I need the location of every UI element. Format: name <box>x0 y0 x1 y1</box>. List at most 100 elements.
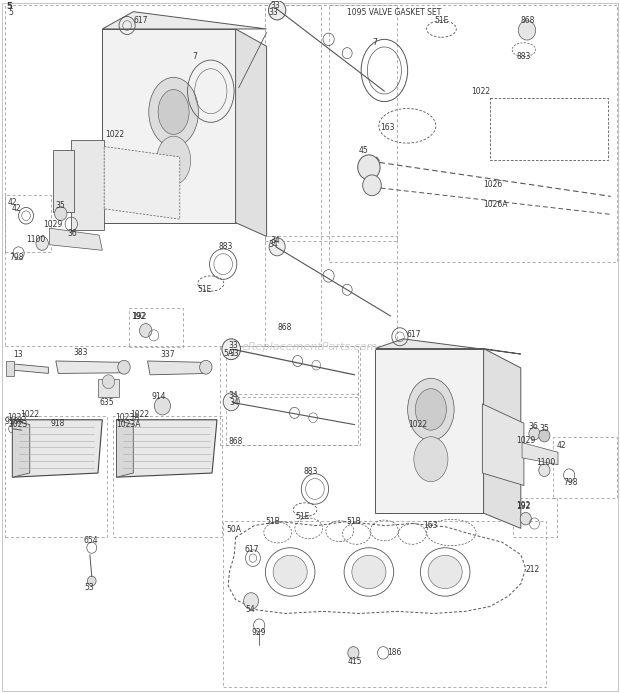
Polygon shape <box>117 420 133 477</box>
Text: 34: 34 <box>229 398 239 407</box>
Text: 51B: 51B <box>346 517 361 526</box>
Text: 212: 212 <box>526 565 540 574</box>
Bar <box>329 5 617 262</box>
Text: 798: 798 <box>9 253 24 262</box>
Text: 34: 34 <box>270 236 280 245</box>
Ellipse shape <box>415 389 446 430</box>
Text: 36: 36 <box>528 422 538 431</box>
Text: 918: 918 <box>51 419 65 428</box>
Text: 1100: 1100 <box>536 458 556 467</box>
Bar <box>129 308 183 347</box>
Ellipse shape <box>149 78 198 146</box>
Text: 654: 654 <box>84 536 99 545</box>
Text: 192: 192 <box>516 502 531 511</box>
Circle shape <box>222 339 241 360</box>
Text: 914: 914 <box>152 392 166 401</box>
Polygon shape <box>53 150 74 212</box>
Text: 337: 337 <box>160 349 175 358</box>
Circle shape <box>268 1 286 20</box>
Polygon shape <box>148 361 208 375</box>
Bar <box>226 346 358 397</box>
Polygon shape <box>104 146 180 219</box>
Bar <box>5 5 321 346</box>
Text: 163: 163 <box>381 123 395 132</box>
Text: 34: 34 <box>228 391 238 400</box>
Polygon shape <box>482 404 524 486</box>
Polygon shape <box>12 420 30 477</box>
Text: 1022: 1022 <box>105 130 125 139</box>
Text: 54: 54 <box>246 606 255 615</box>
Circle shape <box>87 576 96 586</box>
Text: 34: 34 <box>268 240 278 249</box>
Polygon shape <box>375 339 521 354</box>
Polygon shape <box>98 379 119 397</box>
Ellipse shape <box>428 555 463 588</box>
Polygon shape <box>102 29 236 222</box>
Text: 5: 5 <box>7 2 12 11</box>
Bar <box>513 498 557 537</box>
Bar <box>5 416 107 537</box>
Polygon shape <box>102 12 267 29</box>
Bar <box>265 5 397 241</box>
Text: 51E: 51E <box>295 512 309 521</box>
Bar <box>226 394 358 446</box>
Text: 883: 883 <box>304 467 318 476</box>
Text: 1095 VALVE GASKET SET: 1095 VALVE GASKET SET <box>347 8 441 17</box>
Text: 51B: 51B <box>265 517 280 526</box>
Text: 5A: 5A <box>223 349 233 358</box>
Text: 13: 13 <box>14 349 24 358</box>
Circle shape <box>269 238 285 256</box>
Text: 1023A: 1023A <box>116 420 141 429</box>
Bar <box>113 416 222 537</box>
Circle shape <box>518 21 536 40</box>
Circle shape <box>102 375 115 389</box>
Circle shape <box>200 360 212 374</box>
Circle shape <box>154 397 170 415</box>
Text: 35: 35 <box>539 423 549 432</box>
Text: 42: 42 <box>11 204 21 213</box>
Circle shape <box>358 155 380 179</box>
Ellipse shape <box>273 555 308 588</box>
Text: 53: 53 <box>84 583 94 592</box>
Circle shape <box>520 512 531 525</box>
Text: 1022: 1022 <box>20 410 39 419</box>
Polygon shape <box>71 139 104 229</box>
Bar <box>265 236 397 346</box>
Ellipse shape <box>352 555 386 588</box>
Text: 33: 33 <box>228 340 238 349</box>
Text: 192: 192 <box>131 312 146 321</box>
Text: 883: 883 <box>219 243 233 252</box>
Circle shape <box>55 207 67 220</box>
Text: 415: 415 <box>347 658 361 667</box>
Text: 383: 383 <box>73 348 87 357</box>
Text: 1029: 1029 <box>516 436 535 445</box>
Polygon shape <box>6 361 14 376</box>
Circle shape <box>223 393 239 411</box>
Bar <box>220 346 360 446</box>
Polygon shape <box>56 361 127 374</box>
Text: 35: 35 <box>56 201 66 210</box>
Circle shape <box>539 464 550 477</box>
Polygon shape <box>50 228 102 250</box>
Text: 7: 7 <box>192 52 197 61</box>
Text: 33: 33 <box>229 349 239 358</box>
Polygon shape <box>11 364 48 374</box>
Text: 33: 33 <box>270 1 280 10</box>
Text: 868: 868 <box>278 323 292 332</box>
Text: 5: 5 <box>8 8 13 17</box>
Text: 1026: 1026 <box>484 180 503 189</box>
Text: 1029: 1029 <box>43 220 63 229</box>
Ellipse shape <box>408 378 454 441</box>
Text: 51E: 51E <box>197 286 211 295</box>
Text: 617: 617 <box>245 545 259 554</box>
Ellipse shape <box>156 137 191 184</box>
Text: 868: 868 <box>521 16 535 25</box>
Text: 42: 42 <box>8 198 18 207</box>
Text: 1022: 1022 <box>408 420 427 429</box>
Circle shape <box>244 593 259 609</box>
Polygon shape <box>236 29 267 236</box>
Text: 51E: 51E <box>434 16 448 25</box>
Bar <box>223 521 546 687</box>
Text: 1023: 1023 <box>8 420 27 429</box>
Text: 45: 45 <box>358 146 368 155</box>
